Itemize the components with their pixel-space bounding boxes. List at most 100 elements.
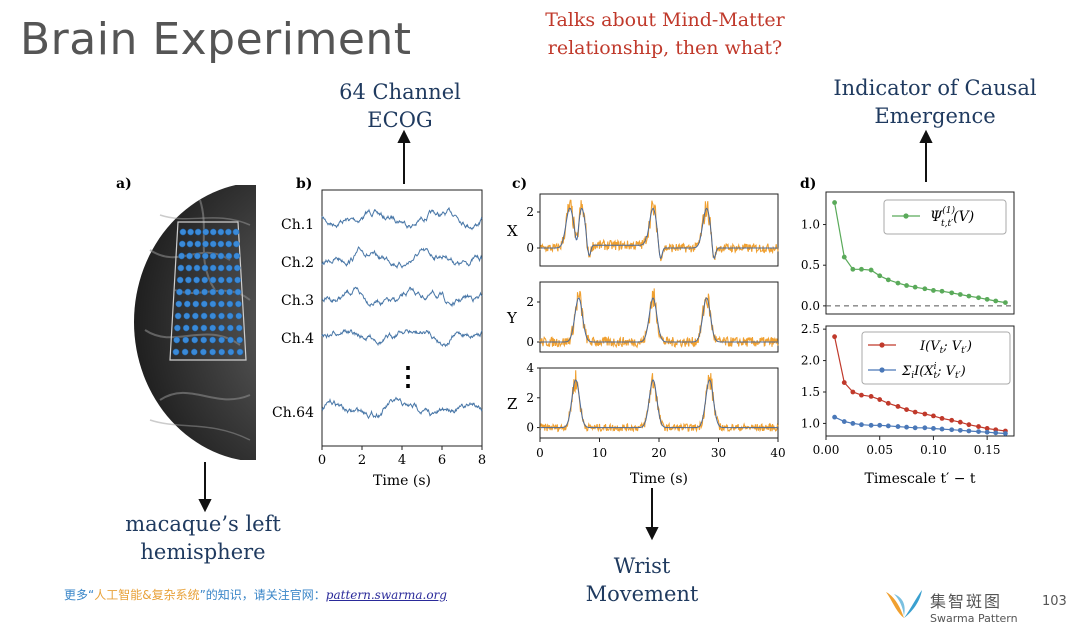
panel-c-frame-y [539, 281, 779, 353]
swarma-logo-icon [886, 590, 922, 618]
electrode [226, 300, 234, 308]
electrode [235, 312, 243, 320]
logo-en: Swarma Pattern [930, 612, 1018, 625]
electrode [218, 324, 225, 332]
electrode [209, 264, 217, 272]
electrode [179, 228, 187, 236]
x-tick-label: 0.15 [974, 443, 1001, 457]
ecog-trace-ch3 [321, 286, 483, 308]
y-tick-label: 2.5 [801, 322, 820, 336]
electrode [226, 288, 233, 296]
logo-cn: 集智斑图 [930, 592, 1003, 611]
electrode [209, 336, 216, 344]
sum-mutual-info-point [885, 423, 891, 429]
wrist-arrow [645, 488, 659, 541]
channel-ellipsis: ⋮ [395, 362, 421, 392]
electrode [202, 240, 209, 248]
sum-mutual-info-point [850, 421, 856, 426]
electrode [201, 264, 209, 272]
mutual-info-point [984, 426, 990, 431]
y-tick-label: 0 [526, 421, 534, 435]
panel-c-axis-label-x: X [507, 222, 518, 240]
electrode [218, 336, 225, 344]
electrode [218, 348, 226, 356]
psi-point [850, 266, 856, 272]
legend-psi-marker [903, 213, 909, 219]
electrode [177, 264, 185, 272]
mutual-info-point [877, 397, 883, 402]
electrode [217, 252, 225, 260]
electrode [190, 348, 198, 356]
electrode [185, 276, 192, 284]
psi-point [993, 298, 999, 304]
electrode [218, 312, 225, 320]
legend-sum-marker [879, 367, 885, 373]
electrode [225, 240, 233, 248]
mutual-info-point [949, 417, 955, 423]
channel-label-1: Ch.1 [281, 217, 314, 233]
sum-mutual-info-point [904, 424, 909, 430]
sum-mutual-info-point [931, 426, 936, 431]
electrode [201, 252, 209, 260]
psi-point [976, 295, 981, 301]
psi-point [877, 273, 883, 279]
electrode [182, 324, 190, 332]
psi-point [957, 292, 963, 297]
x-tick-label: 0 [536, 446, 544, 460]
causal-arrow [919, 129, 933, 182]
electrode [209, 348, 216, 356]
mutual-info-point [922, 411, 928, 417]
footer-note: 更多“人工智能&复杂系统”的知识，请关注官网：pattern.swarma.or… [64, 586, 447, 603]
electrode [181, 348, 189, 356]
psi-point [922, 286, 928, 292]
panel-c-xlabel: Time (s) [630, 471, 688, 487]
panel-label-c: c) [512, 176, 527, 192]
electrode [217, 288, 225, 296]
psi-point [1003, 300, 1008, 306]
electrode [200, 336, 208, 344]
electrode [209, 252, 217, 260]
electrode [217, 228, 225, 236]
legend-sum-label: ΣiI(Xi t; Vt′) [901, 362, 966, 381]
electrode [235, 300, 242, 308]
panel-c-frame-x [539, 193, 779, 267]
psi-point [931, 288, 936, 293]
electrode [174, 312, 182, 320]
electrode [232, 228, 240, 236]
electrode [193, 276, 200, 284]
electrode [209, 288, 217, 296]
sum-mutual-info-point [957, 427, 963, 433]
electrode [227, 336, 234, 344]
electrode [209, 300, 217, 308]
electrode [200, 300, 208, 308]
swarma-logo-text: 集智斑图 Swarma Pattern [930, 588, 1018, 625]
footer-link[interactable]: pattern.swarma.org [325, 588, 447, 602]
footer-prefix: 更多“ [64, 588, 95, 602]
legend-top [883, 199, 1007, 235]
electrode [225, 228, 232, 236]
ecog-trace-ch64 [321, 396, 483, 420]
panel-d-top-frame [825, 191, 1015, 315]
ecog-arrow [397, 129, 411, 184]
electrode [233, 252, 241, 260]
mutual-info-point [976, 424, 981, 429]
brain-image [134, 185, 256, 460]
electrode [236, 336, 243, 344]
electrode [201, 288, 208, 296]
x-tick-label: 30 [711, 446, 726, 460]
legend-psi-label: Ψ(1) t,t′(V) [930, 205, 974, 229]
ecog-trace-ch2 [321, 246, 483, 270]
wrist-trace-recorded-y [539, 288, 779, 349]
sum-mutual-info-point [912, 425, 918, 431]
electrode [217, 264, 225, 272]
wrist-trace-predicted-z [540, 379, 778, 429]
sum-mutual-info-point [868, 422, 874, 428]
sum-mutual-info-point [976, 429, 981, 434]
mutual-info-point [895, 404, 901, 409]
electrode [200, 312, 208, 320]
y-tick-label: 4 [526, 361, 534, 375]
panel-b-xlabel: Time (s) [373, 473, 431, 489]
panel-c-axis-label-z: Z [507, 395, 517, 413]
electrode [184, 288, 192, 296]
x-tick-label: 0.00 [813, 443, 840, 457]
